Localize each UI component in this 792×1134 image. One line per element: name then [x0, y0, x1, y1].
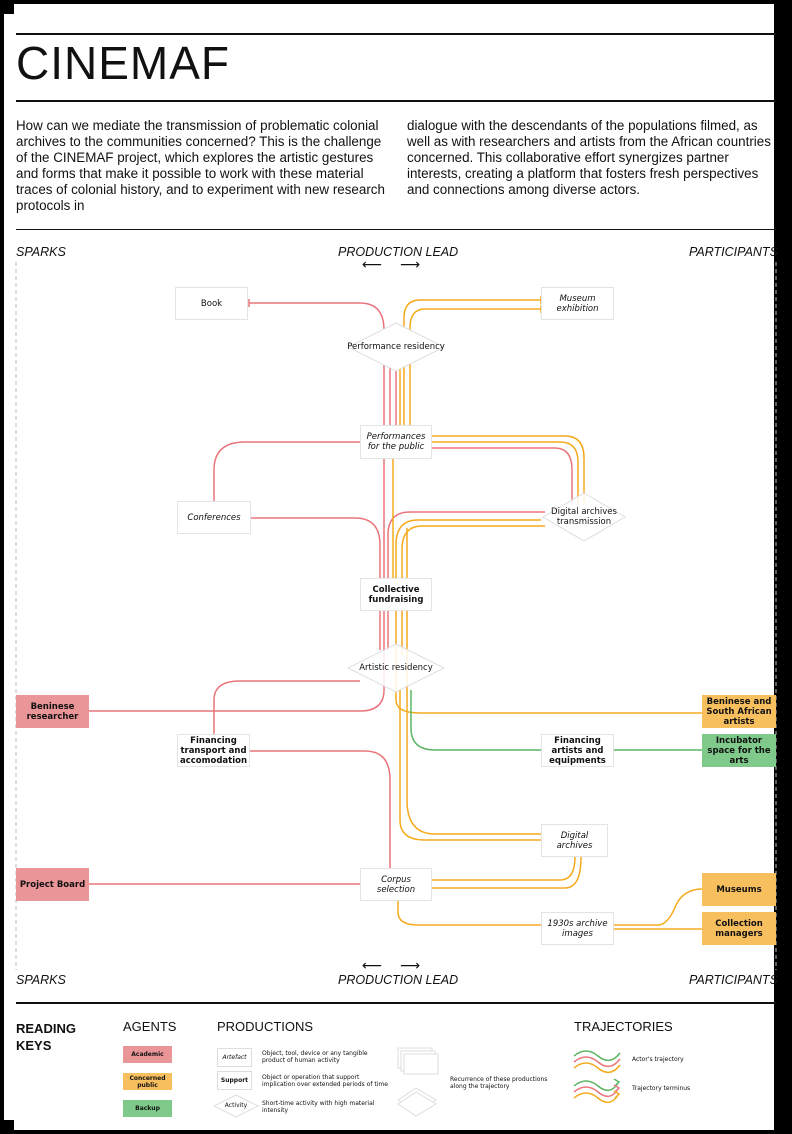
agent-beninese-sa-artists[interactable]: Beninese and South African artists — [702, 695, 776, 728]
poster — [4, 4, 774, 1130]
node-digital-archives-transmission[interactable]: Digital archives transmission — [542, 492, 626, 542]
legend-artefact-desc: Object, tool, device or any tangible pro… — [262, 1050, 368, 1064]
academic-trajectories — [89, 299, 573, 885]
node-collective-fundraising[interactable]: Collective fundraising — [360, 578, 432, 611]
node-museum-exhibition[interactable]: Museum exhibition — [541, 287, 614, 320]
agent-beninese-researcher[interactable]: Beninese researcher — [16, 695, 89, 728]
divider — [16, 100, 776, 102]
node-financing-transport[interactable]: Financing transport and accomodation — [177, 734, 250, 767]
corner-mark — [0, 1120, 14, 1134]
sparks-label: SPARKS — [16, 245, 66, 259]
legend-backup: Backup — [123, 1100, 172, 1117]
intro-right: dialogue with the descendants of the pop… — [407, 118, 771, 197]
agent-incubator[interactable]: Incubator space for the arts — [702, 734, 776, 767]
recurrence-icon — [397, 1047, 439, 1117]
divider — [16, 229, 776, 230]
legend-concerned-public: Concerned public — [123, 1073, 172, 1090]
node-performances-public[interactable]: Performances for the public — [360, 425, 432, 459]
agent-collection-managers[interactable]: Collection managers — [702, 912, 776, 945]
node-performance-residency[interactable]: Performance residency — [347, 322, 445, 372]
node-label: Artistic residency — [359, 663, 433, 673]
divider — [16, 33, 776, 35]
node-corpus-selection[interactable]: Corpus selection — [360, 868, 432, 901]
sparks-label: SPARKS — [16, 973, 66, 987]
node-label: Digital archives transmission — [551, 507, 617, 527]
trajectory-icons — [573, 1050, 621, 1104]
participants-label: PARTICIPANTS — [689, 973, 778, 987]
corner-mark — [778, 0, 792, 14]
legend-activity-desc: Short-time activity with high material i… — [262, 1100, 375, 1114]
node-conferences[interactable]: Conferences — [177, 501, 251, 534]
arrow-left-icon: ⟵ — [362, 958, 383, 974]
legend-terminus: Trajectory terminus — [632, 1085, 691, 1092]
corner-mark — [0, 0, 14, 14]
node-label: Performance residency — [347, 342, 445, 352]
participants-label: PARTICIPANTS — [689, 245, 778, 259]
node-digital-archives[interactable]: Digital archives — [541, 824, 608, 857]
intro-left: How can we mediate the transmission of p… — [16, 118, 385, 213]
legend-title: READING KEYS — [16, 1021, 76, 1053]
backup-trajectories — [410, 690, 702, 751]
arrow-right-icon: ⟶ — [400, 958, 421, 974]
production-lead-label: PRODUCTION LEAD — [338, 245, 459, 259]
agent-project-board[interactable]: Project Board — [16, 868, 89, 901]
legend-recurrence-desc: Recurrence of these productions along th… — [450, 1076, 548, 1090]
node-book[interactable]: Book — [175, 287, 248, 320]
legend-actor-trajectory: Actor's trajectory — [632, 1056, 684, 1063]
corner-mark — [778, 1120, 792, 1134]
legend-academic: Academic — [123, 1046, 172, 1063]
node-artistic-residency[interactable]: Artistic residency — [347, 643, 445, 693]
legend-agents-title: AGENTS — [123, 1019, 177, 1034]
arrow-left-icon: ⟵ — [362, 257, 383, 273]
legend-trajectories-title: TRAJECTORIES — [574, 1019, 673, 1034]
node-archive-images[interactable]: 1930s archive images — [541, 912, 614, 945]
legend-productions-title: PRODUCTIONS — [217, 1019, 314, 1034]
arrow-right-icon: ⟶ — [400, 257, 421, 273]
legend-activity: Activity — [213, 1094, 259, 1118]
production-lead-label: PRODUCTION LEAD — [338, 973, 459, 987]
legend-support-desc: Object or operation that support implica… — [262, 1074, 388, 1088]
page-title: CINEMAF — [16, 37, 230, 89]
legend-support: Support — [217, 1071, 252, 1090]
agent-museums[interactable]: Museums — [702, 873, 776, 906]
legend-activity-label: Activity — [224, 1102, 248, 1109]
node-financing-artists[interactable]: Financing artists and equipments — [541, 734, 614, 767]
legend-artefact: Artefact — [217, 1048, 252, 1067]
